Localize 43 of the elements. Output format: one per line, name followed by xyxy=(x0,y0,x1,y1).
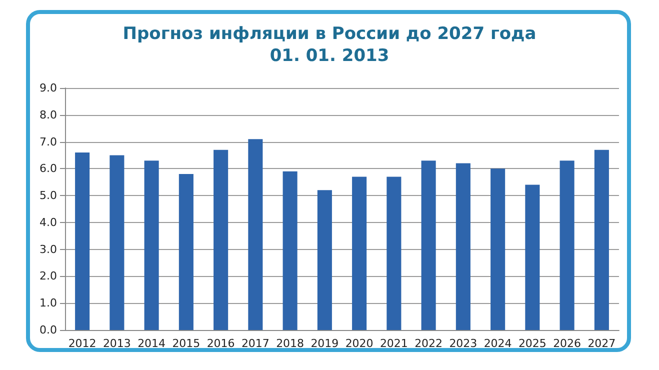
x-tick-label: 2012 xyxy=(68,337,96,350)
x-tick-label: 2022 xyxy=(414,337,443,350)
y-tick-label: 2.0 xyxy=(40,270,57,283)
bar xyxy=(594,150,609,330)
bar xyxy=(525,184,540,330)
bar xyxy=(386,176,402,330)
x-tick-label: 2027 xyxy=(588,337,616,350)
x-tick-label: 2018 xyxy=(276,337,304,350)
bar xyxy=(248,139,263,330)
x-tick-label: 2025 xyxy=(518,337,546,350)
x-tick-label: 2016 xyxy=(206,337,235,350)
bar xyxy=(456,163,470,330)
x-tick-label: 2023 xyxy=(449,337,478,350)
bar xyxy=(352,176,367,330)
y-tick-label: 4.0 xyxy=(40,216,57,229)
y-tick-label: 7.0 xyxy=(40,135,57,148)
y-tick-label: 3.0 xyxy=(40,242,57,256)
y-tick-label: 5.0 xyxy=(40,189,57,202)
x-tick-label: 2026 xyxy=(553,337,582,350)
bar xyxy=(421,160,436,330)
bar xyxy=(317,190,332,330)
y-tick-label: 0.0 xyxy=(40,324,57,336)
x-tick-label: 2019 xyxy=(310,337,339,350)
x-tick-label: 2014 xyxy=(138,337,166,350)
y-tick-label: 6.0 xyxy=(40,162,57,176)
bar xyxy=(75,152,90,330)
bar xyxy=(560,160,574,330)
y-tick-label: 1.0 xyxy=(40,296,57,310)
x-tick-label: 2015 xyxy=(172,337,200,350)
bar xyxy=(178,174,194,330)
x-tick-label: 2024 xyxy=(484,337,512,350)
x-tick-label: 2013 xyxy=(102,337,131,350)
bar xyxy=(490,168,506,330)
chart-title: Прогноз инфляции в России до 2027 года 01. 01. 2013 xyxy=(122,24,536,66)
x-tick-label: 2020 xyxy=(345,337,374,350)
y-tick-label: 9.0 xyxy=(40,82,57,94)
x-tick-label: 2021 xyxy=(380,337,408,350)
bar xyxy=(214,150,228,330)
bar xyxy=(110,155,124,330)
bar xyxy=(282,171,298,330)
bar xyxy=(144,160,159,330)
y-tick-label: 8.0 xyxy=(40,108,57,122)
x-tick-label: 2017 xyxy=(241,337,270,350)
